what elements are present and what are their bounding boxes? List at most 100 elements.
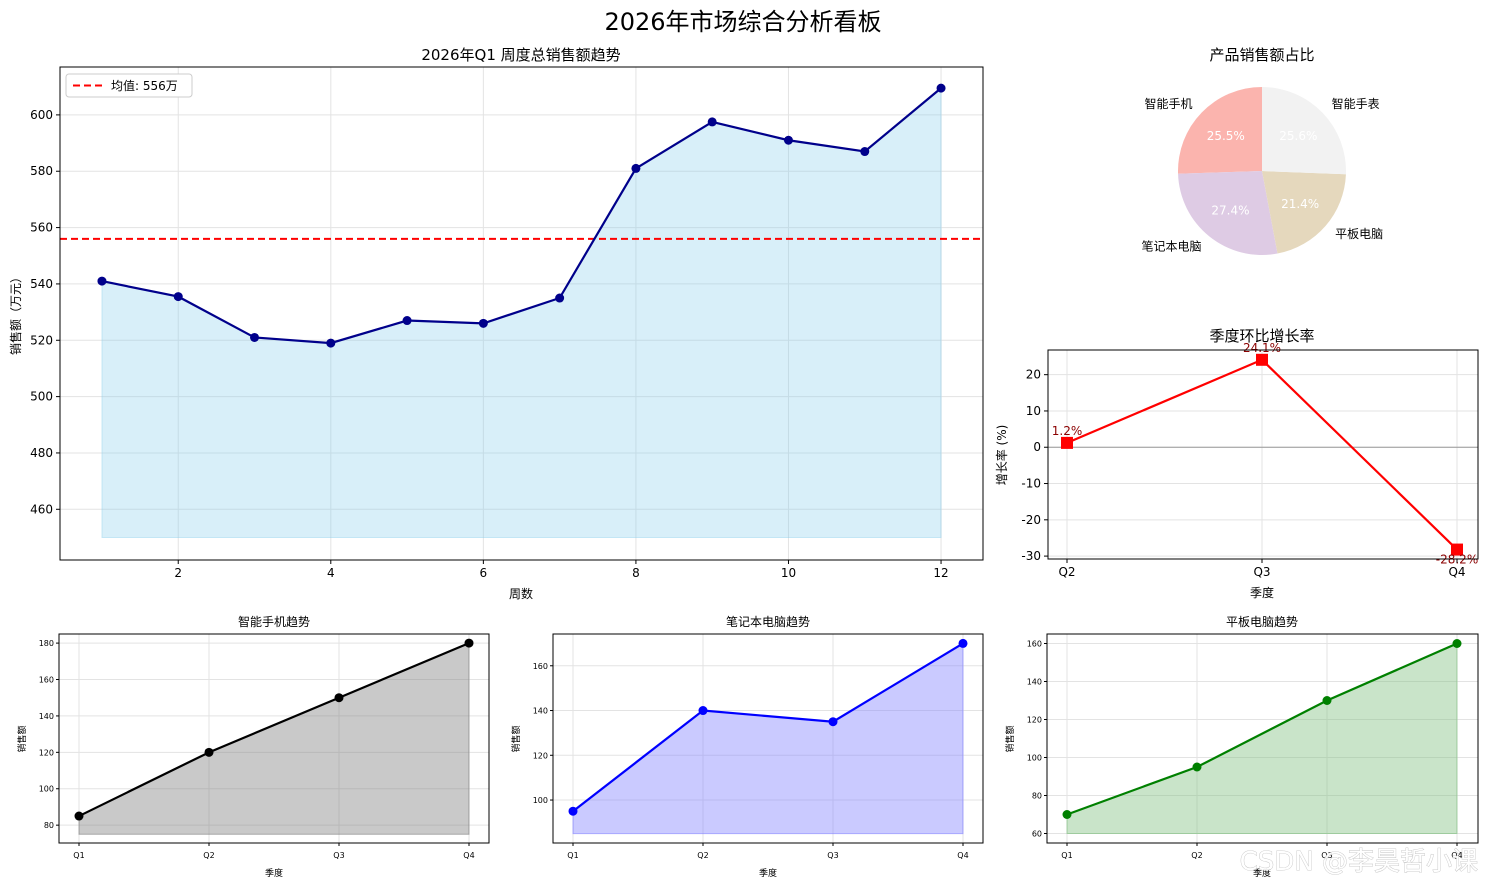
weekly-plot-frame [59,66,984,561]
growth-point [1061,436,1073,449]
tablet-chart-title: 平板电脑趋势 [1226,615,1298,629]
phone-point [204,747,214,757]
weekly-area-fill [101,87,942,538]
growth-y-tick-label: 10 [1026,404,1041,418]
laptop-series-line [572,642,964,813]
legend-mean-label: 均值: 556万 [111,78,178,93]
weekly-point [478,318,488,328]
laptop-y-tick-label: 140 [533,707,548,716]
weekly-point [97,276,107,286]
weekly-sales-chart: 2026年Q1 周度总销售额趋势 2 4 6 8 10 12 460 480 500 520 54… [8,46,984,601]
pie-category-label: 智能手机 [1145,96,1193,111]
weekly-y-tick-label: 520 [30,333,53,347]
growth-y-tick-label: -30 [1021,549,1041,563]
phone-point [74,811,84,821]
phone-trend-chart: 智能手机趋势 Q1 Q2 Q3 Q4 80 100 120 140 160 180 季度 销售额 [16,614,490,879]
pie-category-label: 智能手表 [1332,96,1380,111]
laptop-point [958,638,968,648]
phone-y-label: 销售额 [16,725,28,752]
laptop-y-label: 销售额 [510,725,522,752]
phone-x-tick-label: Q4 [463,851,474,860]
laptop-x-tick-label: Q2 [697,851,708,860]
growth-y-tick-label: 0 [1033,440,1041,454]
phone-point [334,693,344,703]
laptop-x-tick-label: Q4 [957,851,968,860]
phone-y-tick-label: 180 [39,639,54,648]
weekly-legend: 均值: 556万 [65,73,193,98]
weekly-x-tick-label: 6 [480,566,488,580]
phone-x-tick-label: Q1 [73,851,84,860]
tablet-x-tick-label: Q4 [1451,851,1462,860]
phone-y-tick-label: 80 [44,821,54,830]
growth-y-tick-label: -20 [1021,513,1041,527]
tablet-plot-frame [1046,633,1479,844]
pie-slices [1178,87,1346,255]
weekly-grid [60,67,983,560]
tablet-point [1322,696,1332,705]
growth-point [1451,543,1463,556]
laptop-plot-frame [552,633,984,844]
growth-point-labels: 1.2%24.1%-28.2% [1052,341,1478,567]
weekly-y-tick-label: 580 [30,164,53,178]
growth-grid [1048,350,1478,559]
pie-chart-title: 产品销售额占比 [1209,46,1314,64]
laptop-point [828,717,838,727]
legend-box [65,73,193,98]
growth-x-label: 季度 [1250,585,1274,600]
tablet-point [1192,762,1202,772]
tablet-x-tick-label: Q2 [1191,851,1202,860]
phone-y-tick-label: 100 [39,785,54,794]
pie-percent-label: 25.5% [1207,129,1245,143]
growth-rate-chart: 季度环比增长率 1.2%24.1%-28.2% Q2 Q3 Q4 20100-10-… [994,327,1479,600]
growth-plot-frame [1047,349,1479,560]
weekly-x-ticks: 2 4 6 8 10 12 [174,560,949,580]
laptop-y-tick-label: 120 [533,751,548,760]
weekly-point [173,292,183,302]
weekly-y-tick-label: 540 [30,277,53,291]
laptop-point [568,806,578,816]
laptop-x-tick-label: Q1 [567,851,578,860]
pie-percent-label: 25.6% [1279,129,1317,143]
pie-category-label: 平板电脑 [1335,227,1383,241]
laptop-x-label: 季度 [759,867,777,879]
tablet-series-line [1066,642,1458,816]
growth-y-tick-label: -10 [1021,477,1041,491]
tablet-trend-chart: 平板电脑趋势 Q1 Q2 Q3 Q4 60 80 100 120 140 160 季度 销售额 [1004,615,1479,879]
growth-y-label: 增长率 (%) [994,425,1009,486]
tablet-y-tick-label: 160 [1027,640,1042,649]
pie-category-label: 笔记本电脑 [1142,238,1202,253]
phone-y-tick-label: 120 [39,748,54,757]
weekly-point [860,147,870,157]
tablet-point [1452,639,1462,648]
laptop-area-fill [572,642,964,835]
phone-plot-frame [58,633,490,844]
phone-point [464,638,474,648]
growth-x-tick-label: Q4 [1448,565,1465,579]
tablet-area-fill [1066,642,1458,834]
laptop-point [698,706,708,716]
pie-slice [1178,171,1278,255]
weekly-point [326,338,336,348]
pie-percent-label: 21.4% [1281,197,1319,211]
pie-slice [1262,87,1346,175]
laptop-chart-title: 笔记本电脑趋势 [726,614,810,629]
growth-y-tick-label: 20 [1026,368,1041,382]
weekly-x-label: 周数 [509,586,533,601]
weekly-point [936,83,946,93]
weekly-x-tick-label: 8 [632,566,640,580]
growth-x-tick-label: Q2 [1058,565,1075,579]
weekly-y-tick-label: 560 [30,221,53,235]
tablet-y-tick-label: 80 [1032,792,1042,801]
phone-y-tick-label: 140 [39,712,54,721]
tablet-y-tick-label: 60 [1032,830,1042,839]
pie-percent-label: 27.4% [1211,203,1249,217]
tablet-point [1062,810,1072,819]
laptop-y-tick-label: 160 [533,662,548,671]
tablet-x-tick-label: Q1 [1061,851,1072,860]
weekly-point [555,293,565,303]
weekly-series-line [101,87,942,345]
weekly-point [250,332,260,342]
growth-y-ticks: 20 10 0 -10 -20 -30 [1021,368,1048,563]
weekly-chart-title: 2026年Q1 周度总销售额趋势 [421,46,620,64]
